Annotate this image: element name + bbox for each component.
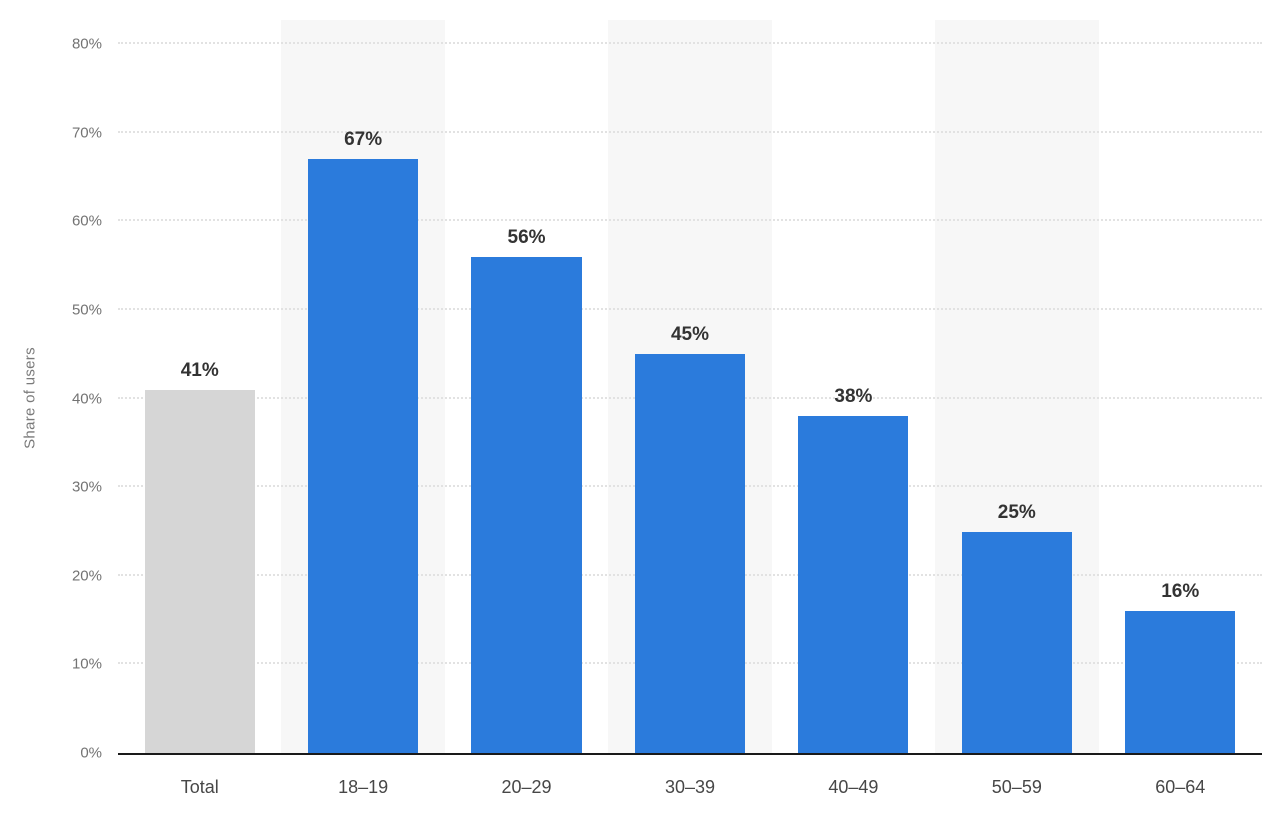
y-tick-label-70: 70%: [71, 124, 102, 142]
bar: [308, 159, 419, 753]
x-tick-label: 30–39: [664, 777, 715, 797]
bar-column-3: 45%: [608, 20, 771, 753]
x-tick-label: 50–59: [991, 777, 1042, 797]
y-tick-label-10: 10%: [71, 655, 102, 673]
x-tick-label: 20–29: [501, 777, 552, 797]
x-tick-label: 40–49: [828, 777, 879, 797]
bar: [634, 354, 746, 753]
y-tick-label-50: 50%: [71, 301, 102, 319]
value-label: 25%: [997, 501, 1036, 523]
y-axis-title: Share of users: [21, 347, 39, 449]
bar: [144, 389, 255, 753]
bar-column-2: 56%: [445, 20, 608, 753]
y-tick-label-60: 60%: [71, 212, 102, 230]
x-tick-label: Total: [180, 777, 219, 797]
value-label: 16%: [1161, 581, 1200, 603]
bar-column-0: 41%: [118, 20, 281, 753]
y-tick-label-80: 80%: [71, 35, 102, 53]
y-tick-label-40: 40%: [71, 390, 102, 408]
bar-column-5: 25%: [935, 20, 1098, 753]
bar-columns: 41% 67% 56% 45% 38% 25% 16%: [118, 20, 1262, 753]
y-tick-label-30: 30%: [71, 478, 102, 496]
bar: [961, 531, 1072, 753]
x-tick-label: 18–19: [338, 777, 389, 797]
x-tick-label: 60–64: [1155, 777, 1206, 797]
plot-area: 41% 67% 56% 45% 38% 25% 16% 0% 10% 20% 30% 40% 50% 6…: [72, 20, 1262, 762]
value-label: 45%: [670, 324, 709, 346]
bar-column-6: 16%: [1099, 20, 1262, 753]
y-tick-label-0: 0%: [80, 744, 102, 762]
y-tick-label-20: 20%: [71, 567, 102, 585]
value-label: 41%: [180, 359, 219, 381]
bar: [1125, 611, 1236, 753]
bar: [471, 256, 582, 753]
value-label: 67%: [344, 129, 383, 151]
value-label: 38%: [834, 386, 873, 408]
value-label: 56%: [507, 226, 546, 248]
bar-column-4: 38%: [772, 20, 935, 753]
x-axis-tick-labels: Total 18–19 20–29 30–39 40–49 50–59 60–64: [118, 777, 1262, 798]
bar: [798, 416, 909, 753]
bar-column-1: 67%: [281, 20, 444, 753]
